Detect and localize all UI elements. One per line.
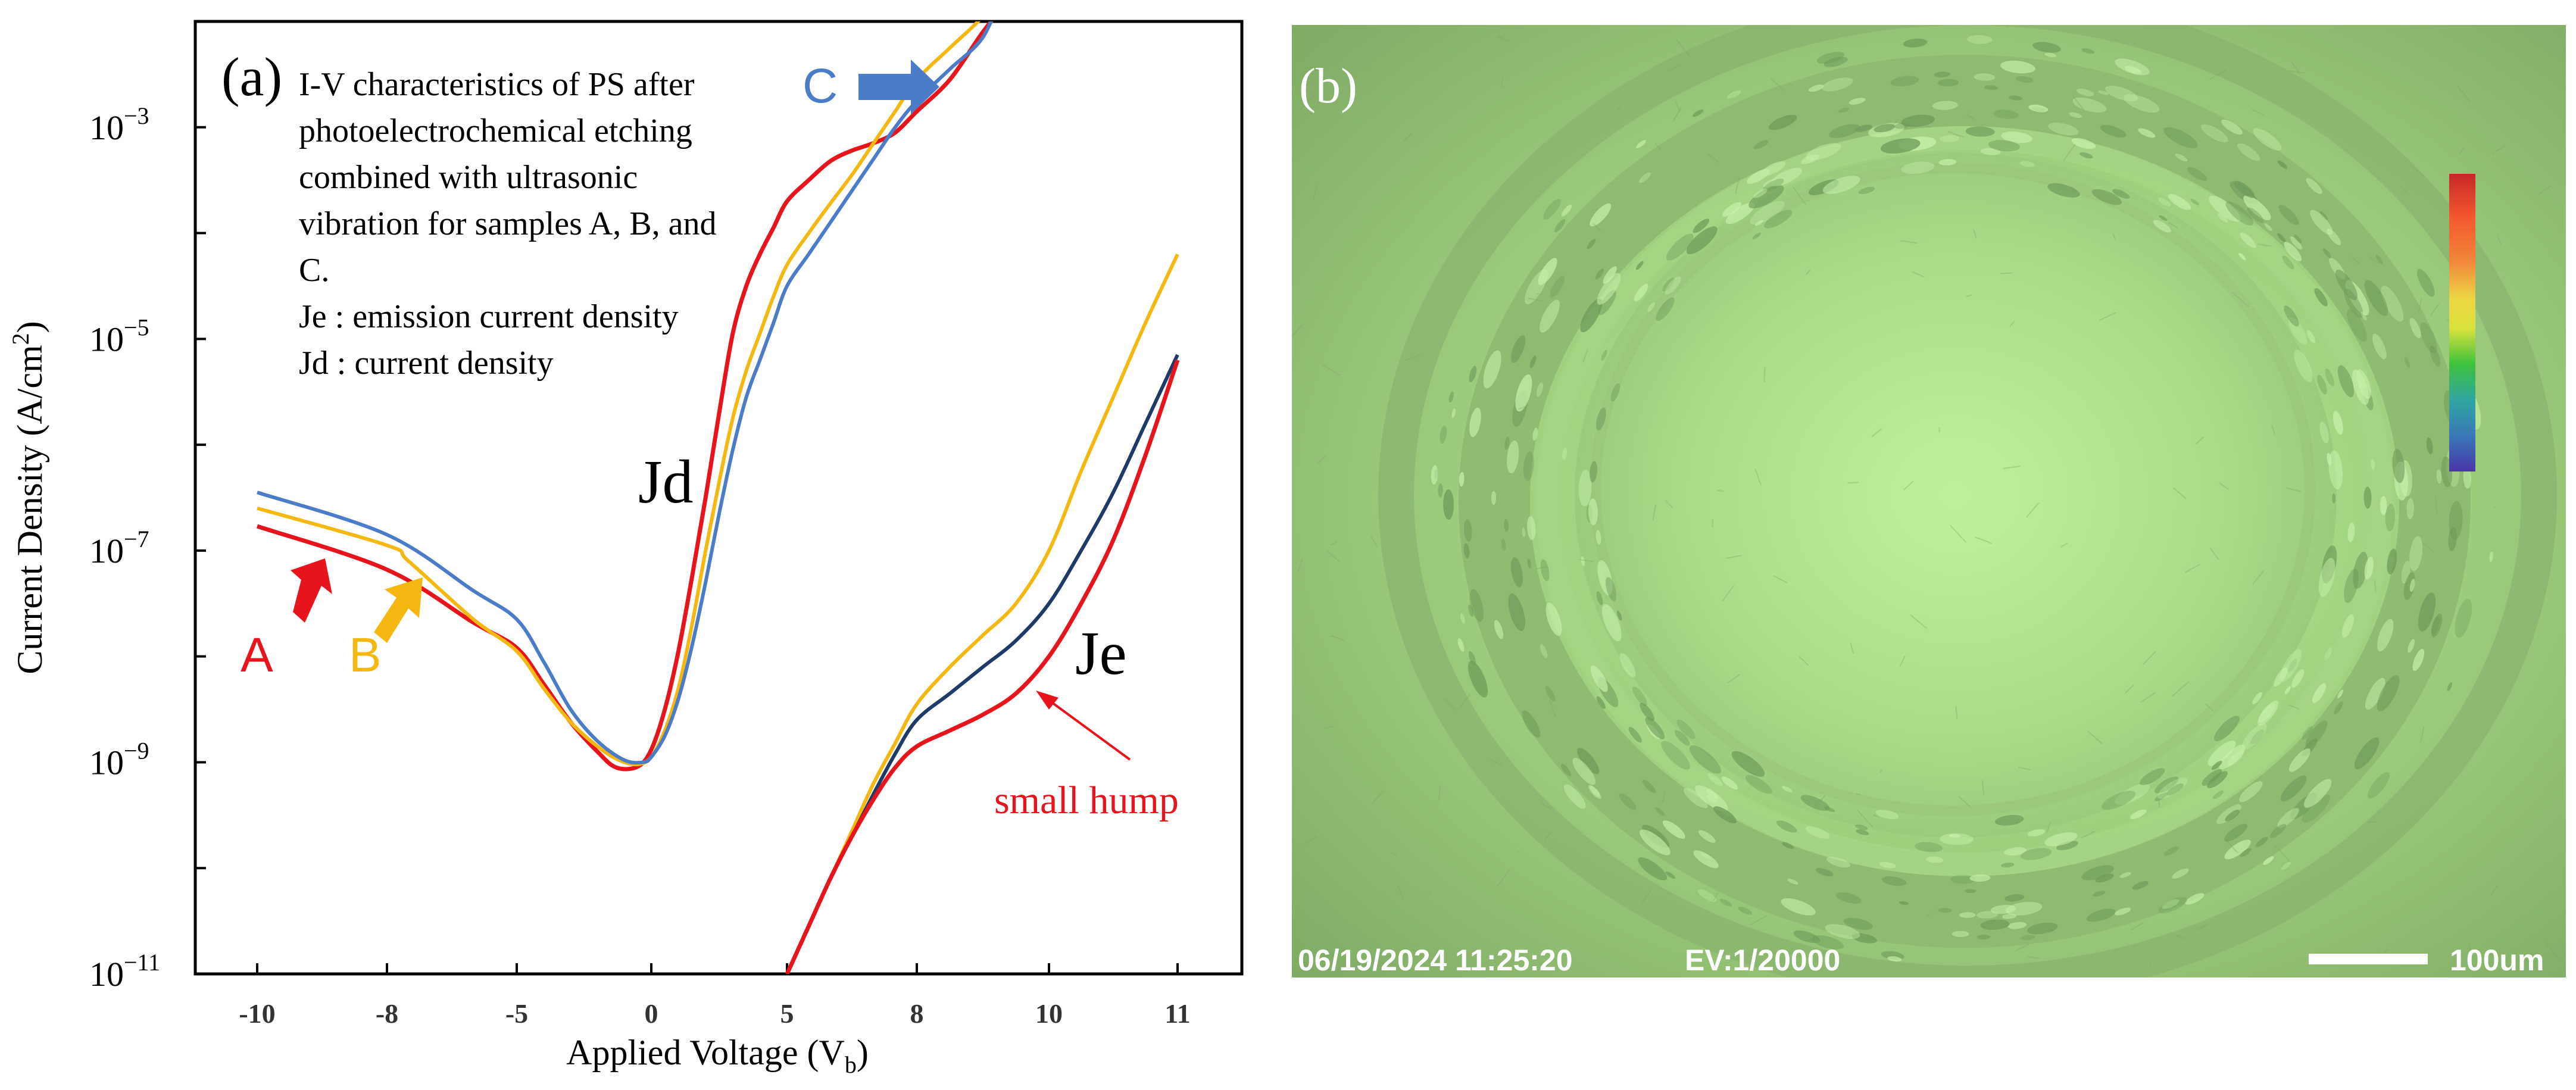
x-tick-label: 8 xyxy=(910,998,924,1029)
x-tick-label: 5 xyxy=(780,998,794,1029)
color-scale-bar xyxy=(2449,174,2475,471)
x-tick-label: 10 xyxy=(1035,998,1063,1029)
y-tick-label: 10−9 xyxy=(89,737,149,782)
description-line: C. xyxy=(299,252,329,289)
description-line: I-V characteristics of PS after xyxy=(299,66,695,103)
texture-scratch xyxy=(1366,68,1367,71)
texture-scratch xyxy=(2368,822,2375,823)
chart-description: I-V characteristics of PS after photoele… xyxy=(299,66,716,382)
y-tick-label: 10−11 xyxy=(89,949,160,994)
texture-scratch xyxy=(1764,367,1765,383)
panel-b-micrograph: (b) 06/19/2024 11:25:20 EV:1/20000 100um xyxy=(1292,25,2566,977)
description-line: photoelectrochemical etching xyxy=(299,113,692,149)
panel-b-label: (b) xyxy=(1299,58,1357,114)
description-line: vibration for samples A, B, and xyxy=(299,205,716,242)
y-tick-label: 10−5 xyxy=(89,314,149,358)
texture-scratch xyxy=(1847,482,1859,483)
y-axis-title: Current Density (A/cm2) xyxy=(7,321,49,674)
x-tick-label: 0 xyxy=(645,998,658,1029)
sample-a-label: A xyxy=(241,628,273,682)
small-hump-label: small hump xyxy=(994,779,1179,822)
y-tick-label: 10−3 xyxy=(89,102,149,147)
x-axis-title: Applied Voltage (Vb) xyxy=(566,1033,869,1078)
description-line: Jd : current density xyxy=(299,345,554,382)
texture-scratch xyxy=(1856,794,1861,795)
micrograph-image: (b) 06/19/2024 11:25:20 EV:1/20000 100um xyxy=(1292,25,2566,977)
description-line: combined with ultrasonic xyxy=(299,159,638,196)
sample-c-label: C xyxy=(803,59,838,113)
y-tick-label: 10−7 xyxy=(89,526,149,570)
x-tick-label: -8 xyxy=(376,998,398,1029)
timestamp-text: 06/19/2024 11:25:20 xyxy=(1298,944,1573,977)
texture-scratch xyxy=(1502,77,1503,88)
texture-scratch xyxy=(1432,908,1434,910)
sample-b-label: B xyxy=(349,628,382,682)
je-label: Je xyxy=(1075,619,1127,688)
scale-bar-label: 100um xyxy=(2450,944,2544,977)
exposure-text: EV:1/20000 xyxy=(1685,944,1840,977)
scale-bar xyxy=(2309,954,2428,964)
x-tick-label: -10 xyxy=(239,998,275,1029)
panel-a-label: (a) xyxy=(221,46,282,107)
texture-scratch xyxy=(1537,294,1543,295)
x-tick-label: -5 xyxy=(505,998,528,1029)
x-tick-label: 11 xyxy=(1164,998,1190,1029)
jd-label: Jd xyxy=(638,448,693,516)
description-line: Je : emission current density xyxy=(299,298,679,335)
